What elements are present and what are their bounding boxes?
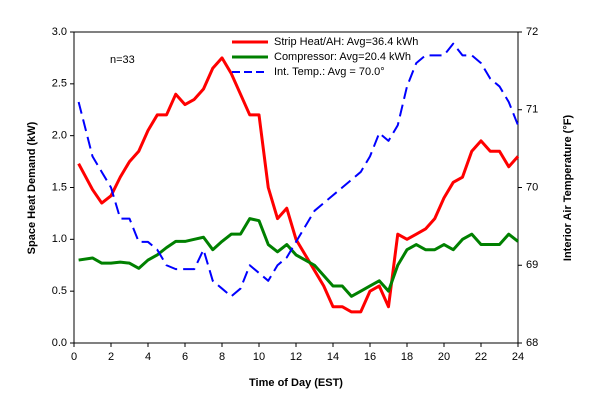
x-tick-label: 24 <box>512 351 524 363</box>
y-tick-label: 1.0 <box>52 233 67 245</box>
x-tick-label: 0 <box>71 351 77 363</box>
y-tick-label: 3.0 <box>52 26 67 38</box>
x-tick-label: 8 <box>219 351 225 363</box>
series-line <box>77 56 520 314</box>
x-tick-label: 14 <box>327 351 339 363</box>
y-tick-label: 2.0 <box>52 130 67 142</box>
x-tick-label: 22 <box>475 351 487 363</box>
y2-tick-label: 69 <box>526 259 538 271</box>
y-tick-label: 1.5 <box>52 181 67 193</box>
y2-tick-label: 72 <box>526 26 538 38</box>
x-tick-label: 16 <box>364 351 376 363</box>
x-tick-label: 10 <box>253 351 265 363</box>
x-tick-label: 18 <box>401 351 413 363</box>
x-tick-label: 4 <box>145 351 151 363</box>
legend-label: Int. Temp.: Avg = 70.0° <box>274 66 385 78</box>
y-axis-label: Space Heat Demand (kW) <box>26 121 38 254</box>
y2-axis-label: Interior Air Temperature (°F) <box>562 115 574 262</box>
y2-tick-label: 71 <box>526 104 538 116</box>
x-tick-label: 2 <box>108 351 114 363</box>
x-tick-label: 12 <box>290 351 302 363</box>
legend-label: Compressor: Avg=20.4 kWh <box>274 51 411 63</box>
x-tick-label: 20 <box>438 351 450 363</box>
annotation: n=33 <box>110 54 135 66</box>
x-axis-label: Time of Day (EST) <box>249 377 343 389</box>
series-line <box>77 42 519 298</box>
y-tick-label: 0.5 <box>52 285 67 297</box>
legend-label: Strip Heat/AH: Avg=36.4 kWh <box>274 36 418 48</box>
y2-tick-label: 68 <box>526 337 538 349</box>
y-tick-label: 0.0 <box>52 337 67 349</box>
y-tick-label: 2.5 <box>52 78 67 90</box>
y2-tick-label: 70 <box>526 181 538 193</box>
series-line <box>78 217 519 298</box>
x-tick-label: 6 <box>182 351 188 363</box>
